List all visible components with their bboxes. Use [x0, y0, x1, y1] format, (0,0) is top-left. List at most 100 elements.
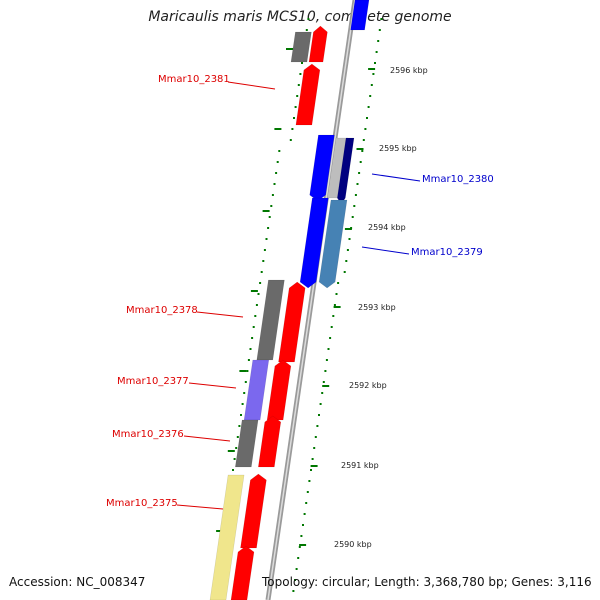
tick-dash [368, 68, 376, 70]
tick-dot [270, 205, 273, 207]
gene-block-grey[interactable] [235, 419, 259, 468]
tick-dot [325, 359, 328, 361]
tick-dot [294, 579, 296, 581]
gene-label-mmar10_2379[interactable]: Mmar10_2379 [411, 247, 483, 258]
tick-dot [375, 51, 378, 53]
tick-dot [319, 403, 322, 405]
gene-leader-line [361, 246, 410, 255]
gene-block-yellow[interactable] [209, 474, 245, 600]
tick-dot [298, 546, 301, 548]
gene-block-mmar10-2376[interactable] [258, 415, 282, 468]
tick-dot [346, 249, 349, 251]
tick-dot [322, 381, 325, 383]
tick-dot [359, 161, 362, 163]
tick-dot [254, 315, 257, 317]
tick-dash [286, 48, 293, 50]
tick-dot [362, 139, 365, 141]
gene-label-mmar10_2380[interactable]: Mmar10_2380 [422, 174, 494, 185]
tick-dash [250, 290, 258, 292]
tick-dot [268, 216, 271, 218]
tick-dash [239, 370, 247, 372]
tick-dot [275, 172, 278, 174]
genome-backbone-highlight [267, 0, 356, 600]
gene-block-forward[interactable] [230, 545, 255, 600]
tick-dot [318, 414, 320, 416]
tick-dash [344, 228, 352, 230]
tick-dot [337, 282, 340, 284]
position-labels: 2596 kbp 2595 kbp 2594 kbp 2593 kbp 2592 kbp… [334, 66, 428, 549]
gene-block-reverse[interactable] [299, 197, 329, 289]
tick-dot [259, 282, 262, 284]
gene-block-mmar10-2375[interactable] [240, 473, 267, 549]
tick-dot [233, 458, 236, 460]
gene-block-mmar10-2377[interactable] [266, 359, 292, 421]
tick-dash [333, 306, 341, 308]
tick-dot [335, 293, 338, 295]
tick-dot [267, 227, 270, 229]
position-tick-label: 2593 kbp [358, 303, 396, 312]
gene-block-mmar10-2381[interactable] [295, 63, 321, 126]
tick-dot [321, 392, 324, 394]
tick-dot [295, 568, 298, 570]
tick-dot [372, 73, 375, 75]
position-tick-label: 2596 kbp [390, 66, 428, 75]
tick-dot [351, 216, 354, 218]
tick-dot [292, 590, 295, 592]
tick-dot [308, 480, 311, 482]
tick-dot [257, 293, 260, 295]
gene-block-reverse[interactable] [350, 0, 370, 31]
gene-block-purple[interactable] [243, 359, 270, 421]
gene-leader-line [183, 435, 231, 442]
tick-dot [289, 139, 292, 141]
tick-dot [327, 348, 330, 350]
gene-block-grey[interactable] [256, 279, 285, 361]
tick-dot [380, 18, 383, 20]
tick-dot [348, 238, 351, 240]
position-tick-label: 2590 kbp [334, 540, 372, 549]
tick-dot [332, 315, 335, 317]
tick-dot [293, 117, 295, 119]
tick-dot [343, 271, 346, 273]
position-tick-label: 2592 kbp [349, 381, 387, 390]
tick-dot [354, 194, 357, 196]
gene-label-mmar10_2376[interactable]: Mmar10_2376 [112, 429, 184, 440]
tick-dot [236, 436, 239, 438]
tick-dot [246, 370, 249, 372]
gene-label-mmar10_2375[interactable]: Mmar10_2375 [106, 498, 178, 509]
tick-dot [263, 249, 266, 251]
tick-dot [316, 425, 319, 427]
gene-block-mmar10-2379[interactable] [318, 199, 348, 289]
gene-block-mmar10-2378[interactable] [278, 281, 306, 363]
tick-dot [310, 469, 312, 471]
tick-dot [291, 128, 294, 130]
tick-dot [244, 381, 247, 383]
gene-block-forward[interactable] [308, 25, 328, 63]
tick-dot [278, 150, 281, 152]
accession-text: Accession: NC_008347 [9, 575, 146, 589]
gene-block-grey[interactable] [290, 31, 312, 63]
gene-label-mmar10_2378[interactable]: Mmar10_2378 [126, 305, 198, 316]
tick-dash [322, 385, 330, 387]
tick-dot [297, 557, 300, 559]
tick-dot [367, 106, 370, 108]
tick-dot [313, 447, 316, 449]
position-tick-label: 2595 kbp [379, 144, 417, 153]
tick-dot [358, 172, 361, 174]
gene-label-mmar10_2381[interactable]: Mmar10_2381 [158, 74, 230, 85]
tick-dot [307, 18, 310, 20]
tick-dot [273, 183, 276, 185]
tick-dot [305, 502, 308, 504]
gene-label-mmar10_2377[interactable]: Mmar10_2377 [117, 376, 189, 387]
tick-dot [329, 337, 332, 339]
tick-dot [356, 183, 359, 185]
tick-dot [330, 326, 333, 328]
tick-dash [227, 450, 235, 452]
tick-marks [214, 18, 383, 592]
gene-leader-line [188, 382, 237, 389]
gene-features[interactable] [209, 0, 370, 600]
gene-leader-line [196, 311, 244, 318]
tick-dot [370, 84, 373, 86]
tick-dot [305, 29, 308, 31]
tick-dot [252, 326, 255, 328]
